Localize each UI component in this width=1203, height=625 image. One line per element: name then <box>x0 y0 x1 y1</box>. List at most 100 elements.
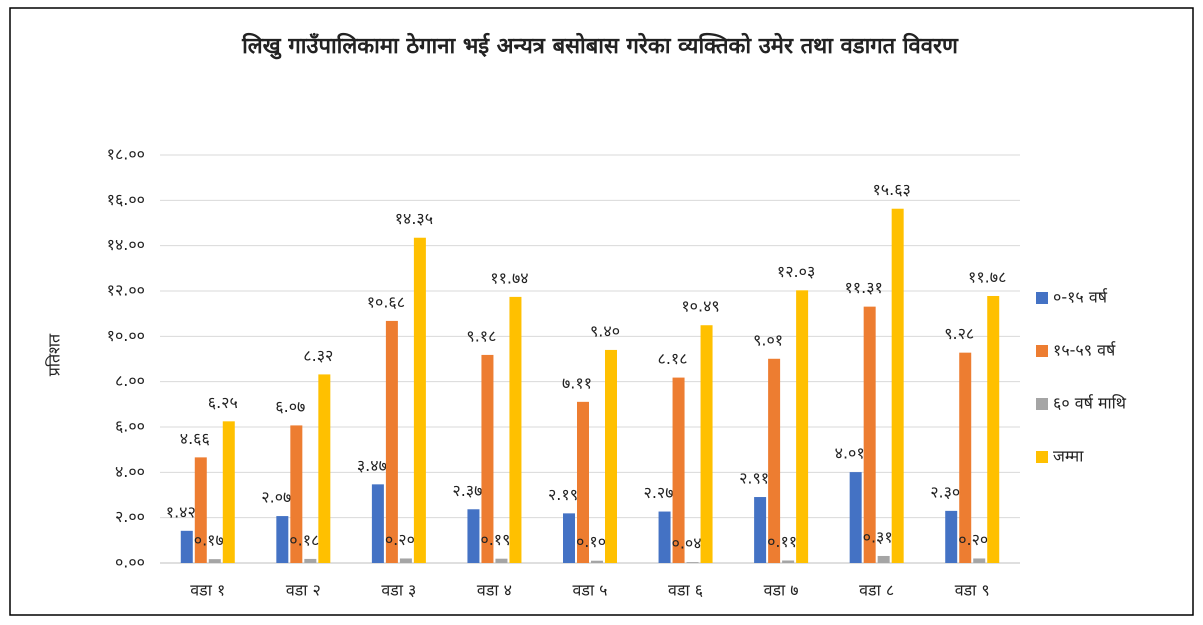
bar <box>290 425 303 563</box>
bar <box>304 558 317 563</box>
bar <box>399 558 412 563</box>
y-tick-label: ४.०० <box>115 462 145 481</box>
x-tick-label: वडा ९ <box>955 581 990 600</box>
data-label: ६.०७ <box>275 397 305 416</box>
legend-label: ६० वर्ष माथि <box>1053 394 1127 413</box>
data-label: १.४२ <box>166 502 196 521</box>
data-label: १४.३५ <box>395 209 433 228</box>
legend-swatch <box>1036 292 1048 304</box>
legend-label: जम्मा <box>1053 447 1084 466</box>
bar <box>605 349 617 563</box>
data-label: १०.६८ <box>367 292 405 311</box>
bar <box>276 516 289 563</box>
chart-title: लिखु गाउँपालिकामा ठेगाना भई अन्यत्र बसोब… <box>242 34 958 59</box>
data-label: २.२७ <box>644 483 674 502</box>
bar <box>385 320 398 563</box>
data-label: १२.०३ <box>777 262 815 281</box>
data-label: २.१९ <box>548 485 578 504</box>
bar <box>700 325 713 563</box>
bar <box>509 296 522 563</box>
bar <box>849 472 862 563</box>
bar <box>877 555 890 563</box>
data-label: ८.१८ <box>658 349 688 368</box>
y-tick-label: १८.०० <box>107 145 145 164</box>
x-tick-label: वडा २ <box>286 581 321 600</box>
y-tick-label: १२.०० <box>107 281 145 300</box>
legend-label: ०-१५ वर्ष <box>1053 288 1108 307</box>
bar <box>754 497 767 563</box>
legend-swatch <box>1036 345 1048 357</box>
bar <box>577 401 589 563</box>
frame <box>9 7 1194 616</box>
y-tick-label: ०.०० <box>115 553 145 572</box>
data-label: ९.२८ <box>944 324 974 343</box>
data-label: ०.२० <box>958 530 988 549</box>
data-label: ११.३१ <box>844 278 882 297</box>
bar <box>318 374 331 563</box>
bar <box>796 290 809 563</box>
data-label: ०.१८ <box>289 530 319 549</box>
bar <box>973 558 986 563</box>
x-tick-label: वडा १ <box>190 581 225 600</box>
y-axis-label: प्रतिशत <box>45 333 64 376</box>
bar <box>413 237 426 563</box>
bar <box>987 295 1000 563</box>
legend-label: १५-५९ वर्ष <box>1053 341 1116 360</box>
y-tick-label: १४.०० <box>107 235 145 254</box>
data-label: ८.३२ <box>303 346 333 365</box>
bar <box>591 560 603 563</box>
bar <box>194 457 207 563</box>
data-label: ३.४७ <box>357 456 387 475</box>
bar <box>208 559 221 563</box>
x-tick-label: वडा ६ <box>668 581 703 600</box>
x-tick-label: वडा ३ <box>381 581 416 600</box>
bar <box>481 354 494 563</box>
data-label: ४.६६ <box>180 429 210 448</box>
bar <box>658 511 671 563</box>
legend-swatch <box>1036 398 1048 410</box>
bar <box>371 484 384 563</box>
bar <box>945 510 958 563</box>
data-label: ४.०१ <box>835 444 865 463</box>
bar <box>782 560 795 563</box>
x-tick-label: वडा ७ <box>764 581 799 600</box>
data-label: ७.११ <box>562 373 592 392</box>
bar <box>495 558 508 563</box>
data-label: ९.१८ <box>466 326 496 345</box>
x-tick-label: वडा ८ <box>859 581 894 600</box>
bar <box>563 513 575 563</box>
bar <box>768 358 781 563</box>
bar <box>863 306 876 563</box>
data-label: २.३० <box>930 482 960 501</box>
y-tick-label: २.०० <box>115 507 145 526</box>
data-label: २.९१ <box>739 469 769 488</box>
data-label: ९.०१ <box>753 330 783 349</box>
data-label: ११.७८ <box>968 267 1006 286</box>
data-label: ६.२५ <box>208 393 238 412</box>
y-tick-label: ६.०० <box>115 417 145 436</box>
data-label: २.३७ <box>452 481 482 500</box>
data-label: ०.१९ <box>480 530 510 549</box>
data-label: ०.३१ <box>863 527 893 546</box>
data-label: ०.०४ <box>672 534 702 553</box>
bar <box>672 377 685 563</box>
data-label: ०.१७ <box>194 531 224 550</box>
bar <box>222 421 235 563</box>
legend-swatch <box>1036 451 1048 463</box>
bar <box>467 509 480 563</box>
x-tick-label: वडा ५ <box>572 581 607 600</box>
data-label: २.०७ <box>261 488 291 507</box>
bar <box>180 530 193 563</box>
y-tick-label: ८.०० <box>115 371 145 390</box>
y-tick-label: १६.०० <box>107 190 145 209</box>
data-label: १०.४९ <box>681 297 719 316</box>
data-label: ११.७४ <box>490 268 528 287</box>
data-label: ०.२० <box>385 530 415 549</box>
data-label: ०.११ <box>767 532 797 551</box>
bar <box>959 352 972 563</box>
y-tick-label: १०.०० <box>107 326 145 345</box>
bar <box>686 562 699 563</box>
data-label: १५.६३ <box>872 180 910 199</box>
